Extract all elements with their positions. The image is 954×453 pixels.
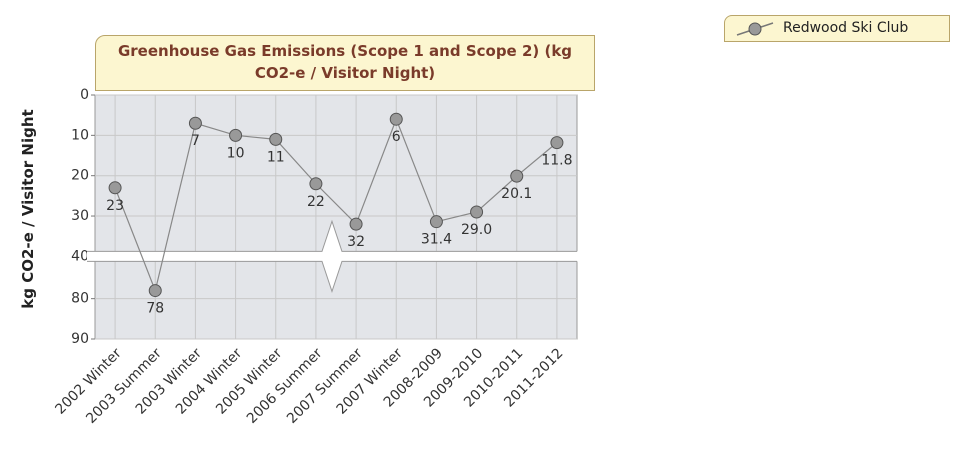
data-point xyxy=(389,112,403,126)
axis-break-edge xyxy=(87,219,577,252)
data-label: 23 xyxy=(106,198,124,214)
legend: Redwood Ski Club xyxy=(724,15,950,42)
chart-title: Greenhouse Gas Emissions (Scope 1 and Sc… xyxy=(95,35,595,91)
data-point xyxy=(148,284,162,298)
data-point xyxy=(188,116,202,130)
data-label: 29.0 xyxy=(461,222,492,238)
y-tick-label: 20 xyxy=(71,168,89,184)
axis-break xyxy=(87,221,579,292)
data-label: 22 xyxy=(307,194,325,210)
data-label: 11 xyxy=(267,149,285,165)
series-line xyxy=(114,117,558,293)
legend-label: Redwood Ski Club xyxy=(783,20,909,36)
data-label: 11.8 xyxy=(541,153,572,169)
data-point xyxy=(269,132,283,146)
axis-break-edge xyxy=(87,260,577,293)
data-label: 10 xyxy=(227,145,245,161)
y-tick-label: 90 xyxy=(71,331,89,347)
data-label: 78 xyxy=(146,301,164,317)
data-label: 7 xyxy=(191,133,200,149)
data-point xyxy=(470,205,484,219)
data-label: 6 xyxy=(392,129,401,145)
y-axis-label: kg CO2-e / Visitor Night xyxy=(19,109,37,309)
y-tick-label: 80 xyxy=(71,291,89,307)
data-point xyxy=(309,177,323,191)
y-tick-label: 0 xyxy=(80,87,89,103)
data-point xyxy=(229,128,243,142)
data-point xyxy=(550,136,564,150)
data-label: 20.1 xyxy=(501,186,532,202)
data-label: 32 xyxy=(347,234,365,250)
data-point xyxy=(429,215,443,229)
data-point xyxy=(108,181,122,195)
data-label: 31.4 xyxy=(421,232,452,248)
y-tick-label: 30 xyxy=(71,208,89,224)
plot-background xyxy=(94,94,578,340)
y-tick-label: 10 xyxy=(71,127,89,143)
y-tick-label: 40 xyxy=(71,248,89,264)
legend-icon xyxy=(736,22,774,36)
data-point xyxy=(510,169,524,183)
data-point xyxy=(349,217,363,231)
